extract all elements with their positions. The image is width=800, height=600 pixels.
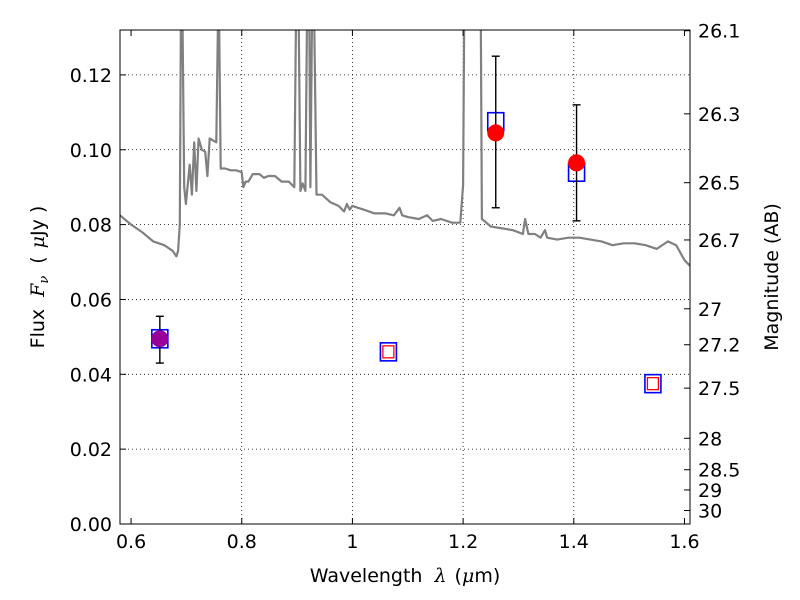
x-tick-labels: 0.6 0.8 1 1.2 1.4 1.6 [116,531,700,553]
y2-tick-label: 26.3 [698,104,740,126]
x-tick-label: 0.8 [227,531,257,553]
x-tick-label: 1.6 [669,531,699,553]
y2-tick-label: 29 [698,480,722,502]
y2-tick-label: 28.5 [698,460,740,482]
y2-tick-label: 26.7 [698,230,740,252]
grid [120,30,690,524]
upper-limit-marker [646,377,660,391]
model-photometry-marker [644,373,662,394]
y2-axis-label: Magnitude (AB) [761,203,783,351]
model-photometry-marker [379,342,398,362]
y2-tick-label: 27.2 [698,335,740,357]
observed-series [151,124,586,348]
x-axis-label: Wavelength λ (μm) [310,565,500,587]
y-tick-labels: 0.00 0.02 0.04 0.06 0.08 0.10 0.12 [70,65,112,536]
y2-tick-label: 26.5 [698,173,740,195]
upper-limit-marker [382,345,395,359]
plot-frame [119,29,691,525]
y2-tick-label: 27 [698,299,722,321]
y2-tick-label: 27.5 [698,378,740,400]
y-tick-label: 0.10 [70,140,112,162]
x-tick-label: 0.6 [116,531,146,553]
observed-point [151,330,169,348]
y-tick-label: 0.08 [70,215,112,237]
y2-tick-label: 30 [698,501,722,523]
y-tick-label: 0.12 [70,65,112,87]
y2-tick-label: 28 [698,428,722,450]
y-tick-label: 0.00 [70,514,112,536]
y-tick-label: 0.06 [70,289,112,311]
x-tick-label: 1.4 [559,531,589,553]
x-tick-label: 1 [346,531,358,553]
observed-point [487,124,505,142]
y-tick-label: 0.02 [70,439,112,461]
y2-tick-label: 26.1 [698,21,740,43]
y-tick-label: 0.04 [70,364,112,386]
observed-point [568,154,586,172]
sed-model-line [120,30,690,267]
upper-limit-series [382,345,660,391]
y-axis-label: FluxFν(μJy ) [27,206,52,349]
x-tick-label: 1.2 [448,531,478,553]
plot-area [120,30,690,394]
axis-ticks [120,30,690,525]
